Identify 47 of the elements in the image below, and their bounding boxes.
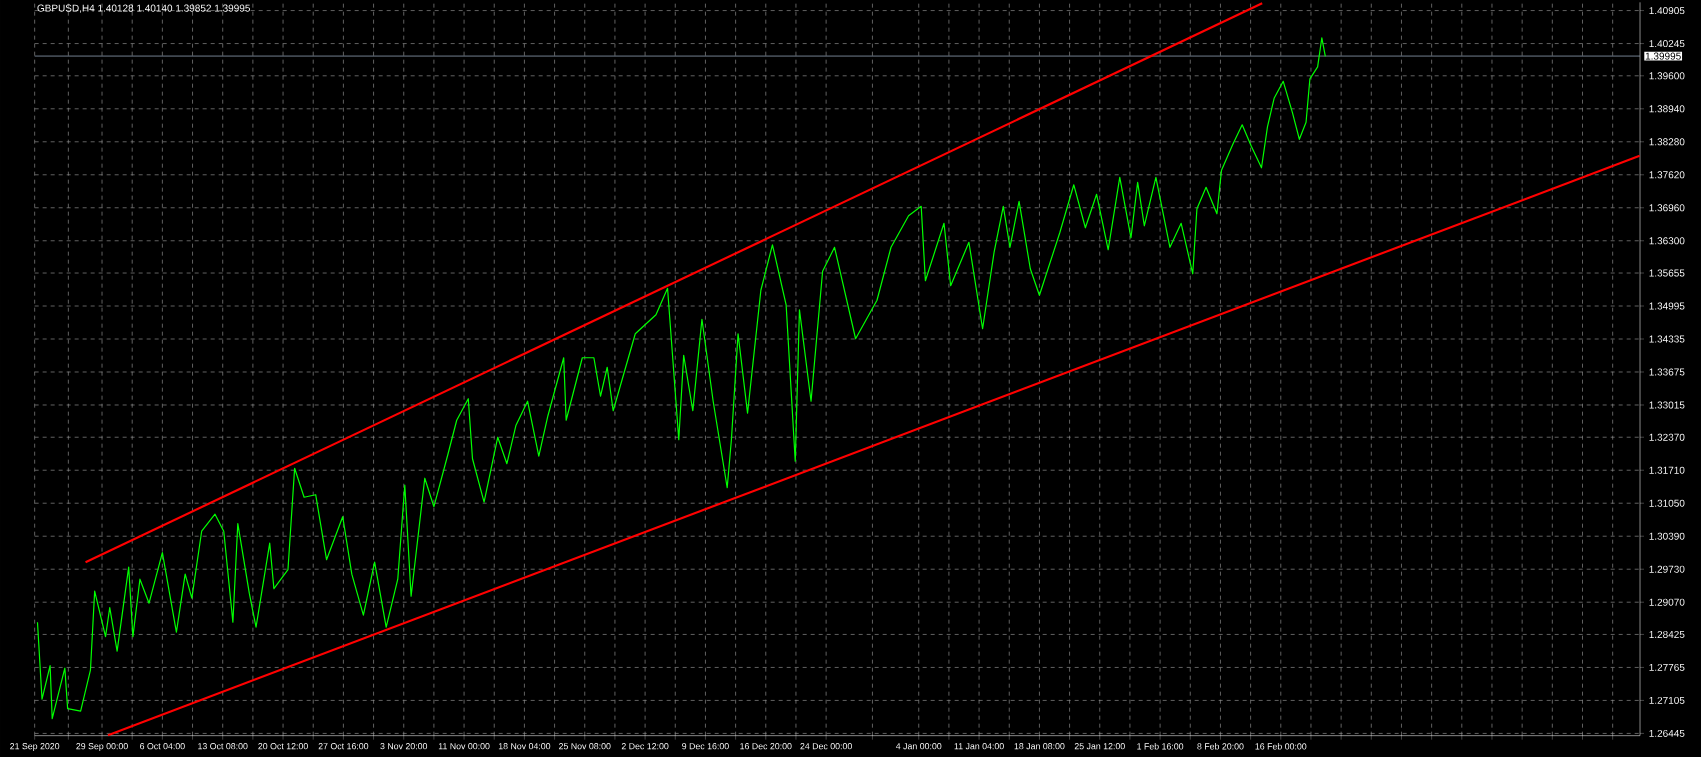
x-tick-label: 25 Jan 12:00 [1074, 743, 1125, 750]
y-tick-label: 1.36300 [1649, 237, 1685, 245]
x-tick-label: 11 Nov 00:00 [438, 743, 490, 750]
y-tick-label: 1.28425 [1649, 630, 1685, 638]
x-tick-label: 11 Jan 04:00 [954, 743, 1004, 750]
x-tick-label: 29 Sep 00:00 [76, 743, 128, 752]
x-tick-label: 1 Feb 16:00 [1137, 743, 1184, 750]
y-tick-label: 1.39600 [1649, 72, 1685, 80]
y-tick-label: 1.30390 [1649, 532, 1685, 540]
x-tick-label: 9 Dec 16:00 [682, 743, 729, 750]
y-tick-label: 1.27105 [1649, 696, 1685, 704]
x-tick-label: 4 Jan 00:00 [895, 743, 942, 750]
x-tick-label: 16 Feb 00:00 [1255, 743, 1307, 750]
y-tick-label: 1.31050 [1649, 499, 1685, 507]
y-tick-label: 1.40905 [1649, 7, 1685, 15]
y-tick-label: 1.32370 [1649, 433, 1685, 441]
y-tick-label: 1.29730 [1649, 565, 1685, 573]
y-tick-label: 1.35655 [1649, 269, 1685, 277]
x-tick-label: 16 Dec 20:00 [740, 743, 792, 750]
y-tick-label: 1.34995 [1649, 302, 1685, 310]
y-tick-label: 1.40245 [1649, 40, 1685, 48]
ref-line-label: 1.39995 [1645, 52, 1681, 60]
x-tick-label: 24 Dec 00:00 [800, 743, 852, 750]
y-tick-label: 1.31710 [1649, 466, 1685, 474]
line-series [36, 37, 1326, 720]
y-tick-label: 1.27765 [1649, 663, 1685, 671]
y-tick-label: 1.29070 [1649, 598, 1685, 606]
y-tick-label: 1.33675 [1649, 368, 1685, 376]
x-tick-label: 18 Nov 04:00 [498, 743, 551, 750]
y-tick-label: 1.38940 [1649, 105, 1685, 113]
y-tick-label: 1.38280 [1649, 138, 1685, 146]
x-tick-label: 3 Nov 20:00 [380, 743, 428, 750]
x-tick-label: 20 Oct 12:00 [258, 743, 308, 750]
y-tick-label: 1.37620 [1649, 171, 1685, 179]
x-tick-label: 21 Sep 2020 [10, 743, 60, 752]
y-tick-label: 1.33015 [1649, 401, 1685, 409]
x-tick-label: 6 Oct 04:00 [140, 743, 185, 750]
x-tick-label: 8 Feb 20:00 [1197, 743, 1244, 750]
chart-title: GBPUSD,H4 1.40128 1.40140 1.39852 1.39995 [37, 4, 250, 13]
x-tick-label: 13 Oct 08:00 [198, 743, 248, 750]
x-tick-label: 18 Jan 08:00 [1014, 743, 1065, 750]
y-tick-label: 1.34335 [1649, 335, 1685, 343]
y-tick-label: 1.26445 [1649, 729, 1685, 737]
y-tick-label: 1.36960 [1649, 204, 1685, 212]
x-tick-label: 27 Oct 16:00 [318, 743, 369, 750]
x-tick-label: 25 Nov 08:00 [559, 743, 611, 750]
x-tick-label: 2 Dec 12:00 [621, 743, 669, 750]
